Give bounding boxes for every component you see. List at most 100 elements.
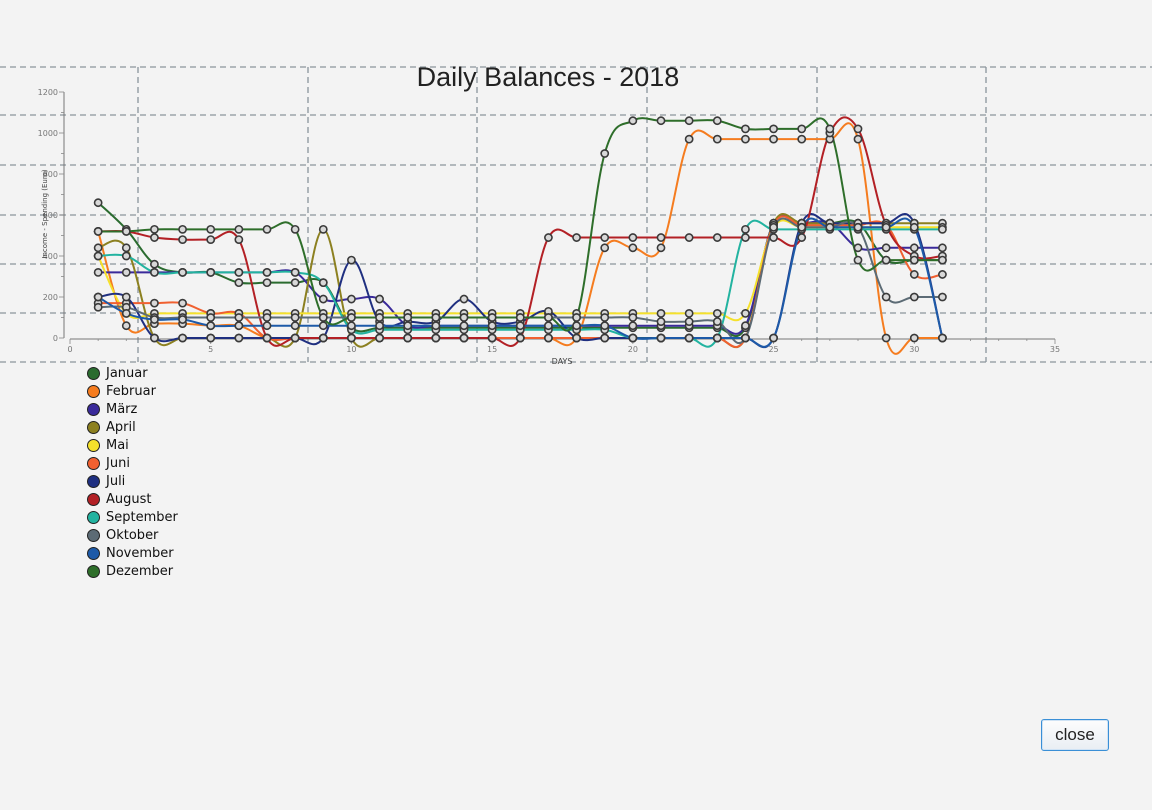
data-point: [121, 226, 131, 236]
data-point: [684, 333, 694, 343]
data-point: [909, 255, 919, 265]
data-point: [712, 233, 722, 242]
data-point: [909, 243, 919, 253]
data-point: [628, 333, 638, 343]
data-point: [684, 134, 694, 144]
data-point: [881, 222, 891, 232]
data-point: [797, 134, 807, 144]
data-point: [459, 321, 469, 331]
data-point: [121, 243, 131, 253]
data-point: [544, 233, 553, 242]
legend-swatch: [87, 492, 100, 506]
data-point: [769, 233, 778, 242]
data-point: [290, 278, 300, 288]
legend-swatch: [87, 438, 100, 452]
data-point: [628, 321, 638, 331]
legend-swatch: [87, 564, 100, 578]
data-point: [600, 321, 610, 331]
close-button[interactable]: close: [1041, 719, 1109, 751]
series-line-8: [98, 116, 943, 347]
legend-swatch: [87, 528, 100, 542]
data-point: [572, 321, 581, 331]
data-point: [487, 313, 497, 322]
legend-item: Juni: [87, 454, 178, 472]
data-point: [938, 255, 947, 265]
data-point: [656, 233, 666, 242]
data-point: [544, 321, 553, 331]
data-point: [150, 298, 159, 308]
data-point: [938, 243, 947, 253]
data-point: [487, 321, 497, 331]
data-point: [825, 124, 835, 134]
legend-swatch: [87, 366, 100, 380]
data-point: [234, 313, 244, 322]
y-tick-label: 400: [43, 252, 58, 261]
series-markers: [93, 116, 947, 343]
data-point: [150, 224, 159, 234]
data-point: [121, 267, 131, 277]
data-point: [684, 116, 694, 126]
data-point: [431, 333, 441, 343]
data-point: [938, 270, 947, 279]
x-tick-label: 15: [487, 345, 497, 354]
data-point: [178, 224, 187, 234]
y-axis-label: Income - Spending (Euro): [41, 169, 49, 258]
data-point: [318, 321, 328, 331]
data-point: [234, 333, 244, 343]
data-point: [150, 315, 159, 324]
data-point: [628, 233, 638, 242]
data-point: [93, 226, 103, 236]
data-point: [515, 333, 525, 343]
data-point: [93, 198, 103, 208]
data-point: [459, 333, 469, 343]
data-point: [262, 333, 272, 343]
data-point: [544, 333, 553, 343]
data-point: [150, 259, 159, 269]
data-point: [121, 251, 131, 261]
data-point: [741, 321, 750, 331]
data-point: [938, 224, 947, 234]
data-point: [206, 321, 216, 331]
data-point: [600, 233, 610, 242]
data-point: [318, 333, 328, 343]
data-point: [178, 235, 187, 244]
data-point: [403, 313, 413, 322]
data-point: [347, 321, 356, 331]
y-tick-label: 1200: [38, 88, 58, 97]
data-point: [881, 255, 891, 265]
data-point: [712, 317, 722, 326]
data-point: [544, 313, 553, 322]
data-point: [572, 313, 581, 322]
x-tick-label: 5: [208, 345, 213, 354]
y-tick-label: 200: [43, 293, 58, 302]
legend-label: Dezember: [106, 563, 174, 579]
data-point: [684, 317, 694, 326]
data-point: [178, 298, 187, 308]
data-point: [206, 313, 216, 322]
data-point: [909, 292, 919, 302]
data-point: [150, 233, 159, 242]
data-point: [825, 222, 835, 232]
legend-label: März: [106, 401, 138, 417]
legend-item: Juli: [87, 472, 178, 490]
data-point: [290, 321, 300, 331]
x-axis-label: DAYS: [552, 357, 573, 365]
data-point: [769, 333, 778, 343]
data-point: [938, 292, 947, 302]
legend-item: Mai: [87, 436, 178, 454]
data-point: [656, 308, 666, 318]
data-point: [93, 302, 103, 312]
legend-label: November: [106, 545, 174, 561]
data-point: [347, 313, 356, 322]
legend-item: Januar: [87, 364, 178, 382]
data-point: [712, 308, 722, 318]
data-point: [206, 224, 216, 234]
data-point: [318, 294, 328, 304]
data-point: [459, 294, 469, 304]
data-point: [853, 134, 863, 144]
data-point: [797, 124, 807, 134]
data-point: [628, 116, 638, 126]
data-point: [769, 134, 778, 144]
data-point: [403, 333, 413, 343]
data-point: [262, 278, 272, 288]
